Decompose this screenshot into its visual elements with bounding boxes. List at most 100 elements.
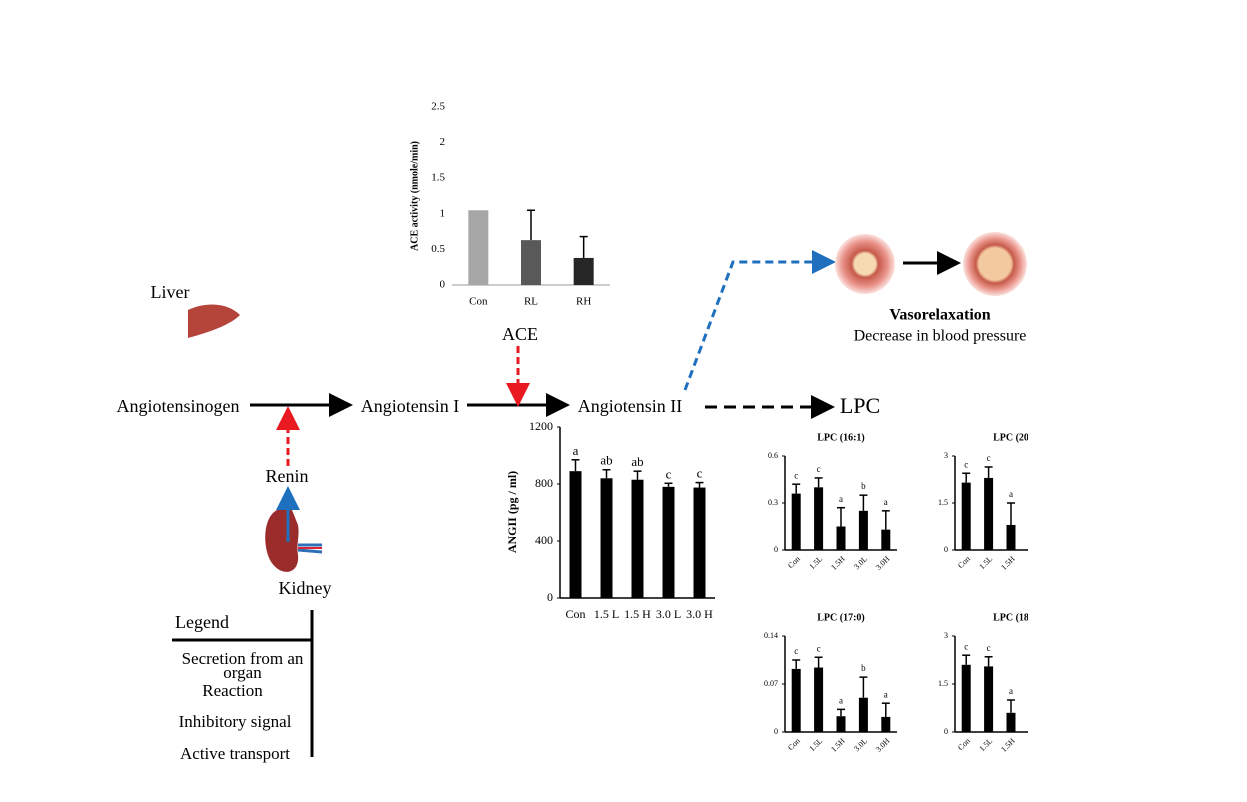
error-bar <box>881 510 890 530</box>
bar <box>814 667 824 732</box>
x-tick-label: 1.5H <box>829 554 847 572</box>
chart: 0 0.3 0.6 c Con c 1.5L a 1.5H b 3.0L a 3.0H LPC (16:1… <box>768 432 897 572</box>
y-tick-label: 400 <box>535 533 553 547</box>
chart-title: LPC (17:0) <box>817 612 865 623</box>
bar <box>881 716 891 732</box>
y-tick-label: 3 <box>944 631 948 640</box>
bar <box>468 210 489 285</box>
liver-icon <box>188 304 240 338</box>
significance-letter: c <box>964 641 968 651</box>
y-tick-label: 0.07 <box>764 679 778 688</box>
x-tick-label: RL <box>524 296 538 308</box>
error-bar <box>695 481 704 488</box>
x-tick-label: RH <box>576 296 591 308</box>
x-tick-label: 1.5H <box>999 554 1017 572</box>
chart-title: LPC (18 <box>993 612 1029 623</box>
y-tick-label: 0 <box>774 727 778 736</box>
error-bar <box>984 466 993 478</box>
y-axis-label: ACE activity (nmole/min) <box>409 141 420 251</box>
bar <box>836 716 846 732</box>
significance-letter: ab <box>631 454 643 469</box>
x-tick-label: Con <box>565 607 585 621</box>
error-bar <box>579 235 588 258</box>
x-tick-label: 1.5 L <box>594 607 619 621</box>
y-tick-label: 0.5 <box>431 243 445 255</box>
x-tick-label: Con <box>786 554 802 570</box>
error-bar <box>859 494 868 511</box>
significance-letter: ab <box>600 453 612 468</box>
error-bar <box>792 483 801 494</box>
error-bar <box>1007 699 1015 713</box>
x-tick-label: 1.5L <box>977 554 994 571</box>
x-tick-label: 1.5L <box>807 736 824 753</box>
error-bar <box>859 676 868 698</box>
y-tick-label: 0.3 <box>768 498 778 507</box>
x-tick-label: 3.0 L <box>656 607 681 621</box>
significance-letter: a <box>573 443 579 458</box>
bar <box>1006 524 1016 550</box>
x-tick-label: 3.0L <box>852 736 869 753</box>
legend-item: Active transport <box>180 744 290 763</box>
significance-letter: c <box>964 459 968 469</box>
x-tick-label: 3.0L <box>852 554 869 571</box>
error-bar <box>881 702 890 717</box>
significance-letter: c <box>794 470 798 480</box>
x-tick-label: Con <box>469 296 488 308</box>
error-bar <box>837 708 845 717</box>
x-tick-label: Con <box>956 554 972 570</box>
bar <box>573 257 594 285</box>
significance-letter: b <box>861 481 866 491</box>
bar <box>631 479 644 598</box>
significance-letter: a <box>884 497 888 507</box>
y-tick-label: 2.5 <box>431 101 445 113</box>
legend-title: Legend <box>175 612 229 632</box>
bar <box>791 493 801 550</box>
significance-letter: a <box>884 689 888 699</box>
vessel-icon <box>963 232 1027 296</box>
legend-item: Inhibitory signal <box>178 712 292 731</box>
error-bar <box>571 459 580 472</box>
y-tick-label: 1.5 <box>938 498 948 507</box>
significance-letter: a <box>1009 686 1013 696</box>
liver-label: Liver <box>151 282 190 302</box>
x-tick-label: Con <box>786 736 802 752</box>
y-tick-label: 1 <box>440 207 446 219</box>
significance-letter: a <box>839 695 843 705</box>
y-axis-label: ANGII (pg / ml) <box>505 471 519 553</box>
node-label: Angiotensinogen <box>117 396 240 416</box>
error-bar <box>664 482 673 487</box>
bar <box>791 668 801 732</box>
bar <box>693 487 706 598</box>
y-tick-label: 0 <box>547 590 553 604</box>
bar <box>858 697 868 732</box>
x-tick-label: 1.5L <box>807 554 824 571</box>
x-tick-label: 1.5H <box>829 736 847 754</box>
node-label: Angiotensin I <box>361 396 460 416</box>
bar <box>814 487 824 550</box>
enzyme-label: ACE <box>502 324 538 344</box>
chart: 0 400 800 1200 a Con ab 1.5 L ab 1.5 H c 3.0 L c 3.0 … <box>505 419 715 621</box>
significance-letter: c <box>987 643 991 653</box>
y-tick-label: 0.14 <box>764 631 778 640</box>
error-bar <box>962 472 971 483</box>
error-bar <box>633 470 642 480</box>
bar <box>881 529 891 550</box>
error-bar <box>1007 502 1015 525</box>
legend-item: Secretion from an organ <box>181 649 304 682</box>
bar <box>961 664 971 732</box>
y-tick-label: 2 <box>440 136 446 148</box>
bar <box>521 240 541 285</box>
y-tick-label: 0.6 <box>768 451 778 460</box>
error-bar <box>837 506 845 527</box>
significance-letter: a <box>839 494 843 504</box>
y-tick-label: 3 <box>944 451 948 460</box>
kidney-vessel <box>297 543 323 554</box>
y-tick-label: 1200 <box>529 419 553 433</box>
y-tick-label: 1.5 <box>938 679 948 688</box>
y-tick-label: 1.5 <box>431 172 445 184</box>
bar <box>836 526 846 550</box>
node-label: Angiotensin II <box>578 396 682 416</box>
bar <box>569 471 582 598</box>
chart: 0 0.5 1 1.5 2 2.5 Con RL RH ACE activity (nmole/m… <box>409 101 610 308</box>
